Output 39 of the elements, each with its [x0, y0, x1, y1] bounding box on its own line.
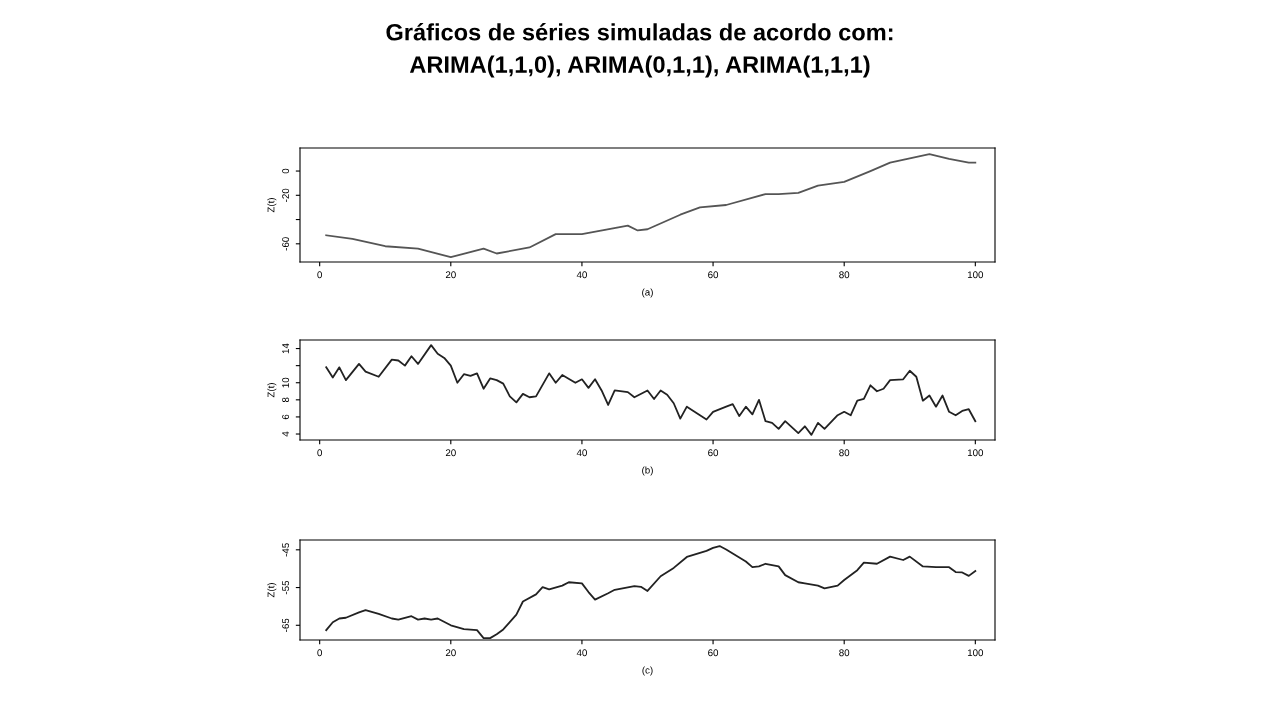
y-tick-label: 4 [282, 431, 289, 437]
x-tick-label: 100 [967, 449, 984, 457]
x-tick-label: 20 [445, 271, 456, 279]
y-tick-label: -45 [282, 543, 290, 557]
x-axis-title: (b) [642, 466, 653, 476]
y-tick-label: -55 [282, 580, 290, 595]
x-tick-label: 80 [839, 449, 850, 457]
line-series [325, 153, 977, 259]
y-tick-label: 8 [282, 397, 290, 403]
x-tick-label: 0 [317, 649, 322, 657]
x-tick-label: 100 [967, 649, 984, 657]
x-tick-label: 0 [317, 271, 322, 279]
x-tick-label: 40 [576, 449, 587, 457]
x-tick-label: 100 [967, 271, 984, 279]
x-tick-label: 80 [839, 649, 850, 657]
y-axis-title: Z(t) [267, 383, 277, 398]
x-tick-label: 40 [576, 271, 587, 279]
x-tick-label: 60 [708, 271, 719, 279]
line-series [325, 545, 977, 640]
x-tick-label: 60 [708, 649, 719, 657]
y-axis-title: Z(t) [267, 583, 277, 598]
chart-title: Gráficos de séries simuladas de acordo com: ARIMA(1,1,0), ARIMA(0,1,1), ARIMA(1,1,1) [386, 23, 893, 78]
x-tick-label: 0 [317, 449, 322, 457]
x-axis-title: (c) [642, 666, 653, 676]
y-tick-label: 0 [282, 168, 290, 174]
y-tick-label: -60 [282, 237, 290, 251]
x-tick-label: 80 [839, 271, 850, 279]
line-series [325, 344, 977, 436]
x-tick-label: 20 [445, 649, 456, 657]
y-tick-label: -65 [282, 618, 290, 632]
x-tick-label: 20 [445, 449, 456, 457]
y-tick-label: 6 [282, 414, 290, 420]
y-tick-label: -20 [282, 188, 290, 202]
x-tick-label: 40 [576, 649, 587, 657]
x-axis-title: (a) [642, 288, 653, 298]
x-tick-label: 60 [708, 449, 719, 457]
y-axis-title: Z(t) [267, 198, 277, 213]
y-tick-label: 10 [282, 377, 290, 388]
y-tick-label: 14 [282, 343, 289, 354]
